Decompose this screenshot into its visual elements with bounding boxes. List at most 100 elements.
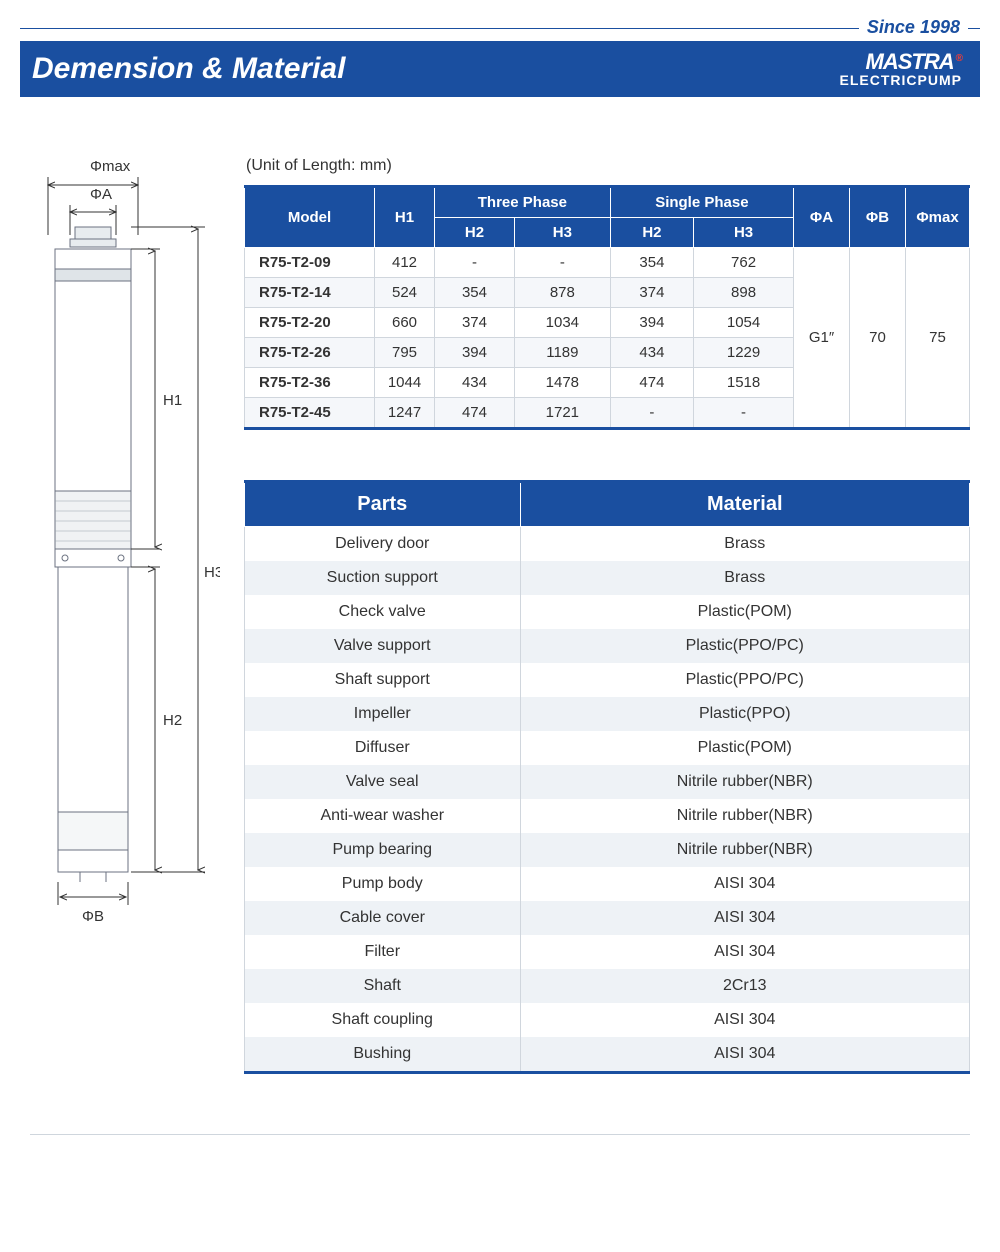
part-cell: Diffuser <box>245 731 521 765</box>
material-cell: AISI 304 <box>520 1003 970 1037</box>
pump-diagram: Φmax ΦA <box>30 157 220 937</box>
unit-label: (Unit of Length: mm) <box>246 157 970 175</box>
table-row: Delivery doorBrass <box>245 527 970 562</box>
table-row: ImpellerPlastic(PPO) <box>245 697 970 731</box>
table-cell: 354 <box>435 278 515 308</box>
table-cell: R75-T2-26 <box>245 338 375 368</box>
table-cell: - <box>435 248 515 278</box>
table-cell: 1721 <box>514 398 610 429</box>
label-phia: ΦA <box>90 186 112 203</box>
table-row: FilterAISI 304 <box>245 935 970 969</box>
material-cell: Nitrile rubber(NBR) <box>520 833 970 867</box>
table-cell-merged: 70 <box>850 248 906 429</box>
brand-block: MASTRA® ELECTRICPUMP <box>840 51 962 87</box>
material-cell: Nitrile rubber(NBR) <box>520 765 970 799</box>
th-three-phase: Three Phase <box>435 187 611 218</box>
table-cell: 1044 <box>375 368 435 398</box>
table-cell: 660 <box>375 308 435 338</box>
table-row: Shaft2Cr13 <box>245 969 970 1003</box>
table-cell: 394 <box>435 338 515 368</box>
since-label: Since 1998 <box>859 17 968 38</box>
table-cell: 1189 <box>514 338 610 368</box>
table-cell-merged: 75 <box>906 248 970 429</box>
label-h1: H1 <box>163 392 182 409</box>
table-row: Pump bearingNitrile rubber(NBR) <box>245 833 970 867</box>
table-row: Valve supportPlastic(PPO/PC) <box>245 629 970 663</box>
table-cell: 1034 <box>514 308 610 338</box>
table-cell: 374 <box>610 278 693 308</box>
table-cell: 1247 <box>375 398 435 429</box>
table-row: BushingAISI 304 <box>245 1037 970 1073</box>
page-root: Since 1998 Demension & Material MASTRA® … <box>0 28 1000 1135</box>
table-cell: 898 <box>694 278 794 308</box>
title-bar: Demension & Material MASTRA® ELECTRICPUM… <box>20 41 980 97</box>
table-cell: 1229 <box>694 338 794 368</box>
th-tp-h2: H2 <box>435 218 515 248</box>
table-cell: 412 <box>375 248 435 278</box>
label-h2: H2 <box>163 712 182 729</box>
table-row: Valve sealNitrile rubber(NBR) <box>245 765 970 799</box>
th-material: Material <box>520 482 970 527</box>
table-cell: 474 <box>435 398 515 429</box>
brand-subtitle: ELECTRICPUMP <box>840 73 962 87</box>
label-phimax: Φmax <box>90 158 131 175</box>
label-phib: ΦB <box>82 908 104 925</box>
reg-mark: ® <box>956 53 962 64</box>
table-cell: 795 <box>375 338 435 368</box>
table-cell: 394 <box>610 308 693 338</box>
brand-name: MASTRA <box>866 49 954 74</box>
material-cell: Brass <box>520 561 970 595</box>
part-cell: Shaft support <box>245 663 521 697</box>
material-cell: AISI 304 <box>520 1037 970 1073</box>
part-cell: Suction support <box>245 561 521 595</box>
part-cell: Impeller <box>245 697 521 731</box>
content-row: Φmax ΦA <box>30 157 970 1074</box>
table-row: Pump bodyAISI 304 <box>245 867 970 901</box>
part-cell: Delivery door <box>245 527 521 562</box>
table-cell: 878 <box>514 278 610 308</box>
table-cell: R75-T2-09 <box>245 248 375 278</box>
table-cell: - <box>514 248 610 278</box>
th-parts: Parts <box>245 482 521 527</box>
material-cell: 2Cr13 <box>520 969 970 1003</box>
part-cell: Filter <box>245 935 521 969</box>
material-cell: AISI 304 <box>520 867 970 901</box>
material-cell: Plastic(PPO) <box>520 697 970 731</box>
table-cell: 1518 <box>694 368 794 398</box>
material-cell: Plastic(POM) <box>520 595 970 629</box>
table-cell: 762 <box>694 248 794 278</box>
material-cell: AISI 304 <box>520 901 970 935</box>
table-row: Check valvePlastic(POM) <box>245 595 970 629</box>
table-cell: 524 <box>375 278 435 308</box>
table-row: Suction supportBrass <box>245 561 970 595</box>
part-cell: Pump bearing <box>245 833 521 867</box>
th-tp-h3: H3 <box>514 218 610 248</box>
tables-column: (Unit of Length: mm) Model H1 Three Phas… <box>244 157 970 1074</box>
part-cell: Bushing <box>245 1037 521 1073</box>
top-rule: Since 1998 <box>20 28 980 29</box>
material-cell: Plastic(PPO/PC) <box>520 629 970 663</box>
dimension-table: Model H1 Three Phase Single Phase ΦA ΦB … <box>244 185 970 430</box>
part-cell: Shaft coupling <box>245 1003 521 1037</box>
table-row: Shaft supportPlastic(PPO/PC) <box>245 663 970 697</box>
material-cell: Plastic(POM) <box>520 731 970 765</box>
page-title: Demension & Material <box>32 52 345 86</box>
label-h3: H3 <box>204 564 220 581</box>
table-cell: R75-T2-20 <box>245 308 375 338</box>
material-cell: Plastic(PPO/PC) <box>520 663 970 697</box>
table-cell: R75-T2-45 <box>245 398 375 429</box>
table-cell: 374 <box>435 308 515 338</box>
diagram-column: Φmax ΦA <box>30 157 220 1074</box>
th-phia: ΦA <box>794 187 850 248</box>
th-sp-h3: H3 <box>694 218 794 248</box>
table-cell: 1054 <box>694 308 794 338</box>
table-row: DiffuserPlastic(POM) <box>245 731 970 765</box>
footer-rule <box>30 1134 970 1135</box>
table-cell: 474 <box>610 368 693 398</box>
table-cell: R75-T2-14 <box>245 278 375 308</box>
th-h1: H1 <box>375 187 435 248</box>
table-cell: - <box>694 398 794 429</box>
table-cell: 1478 <box>514 368 610 398</box>
table-row: Shaft couplingAISI 304 <box>245 1003 970 1037</box>
part-cell: Pump body <box>245 867 521 901</box>
